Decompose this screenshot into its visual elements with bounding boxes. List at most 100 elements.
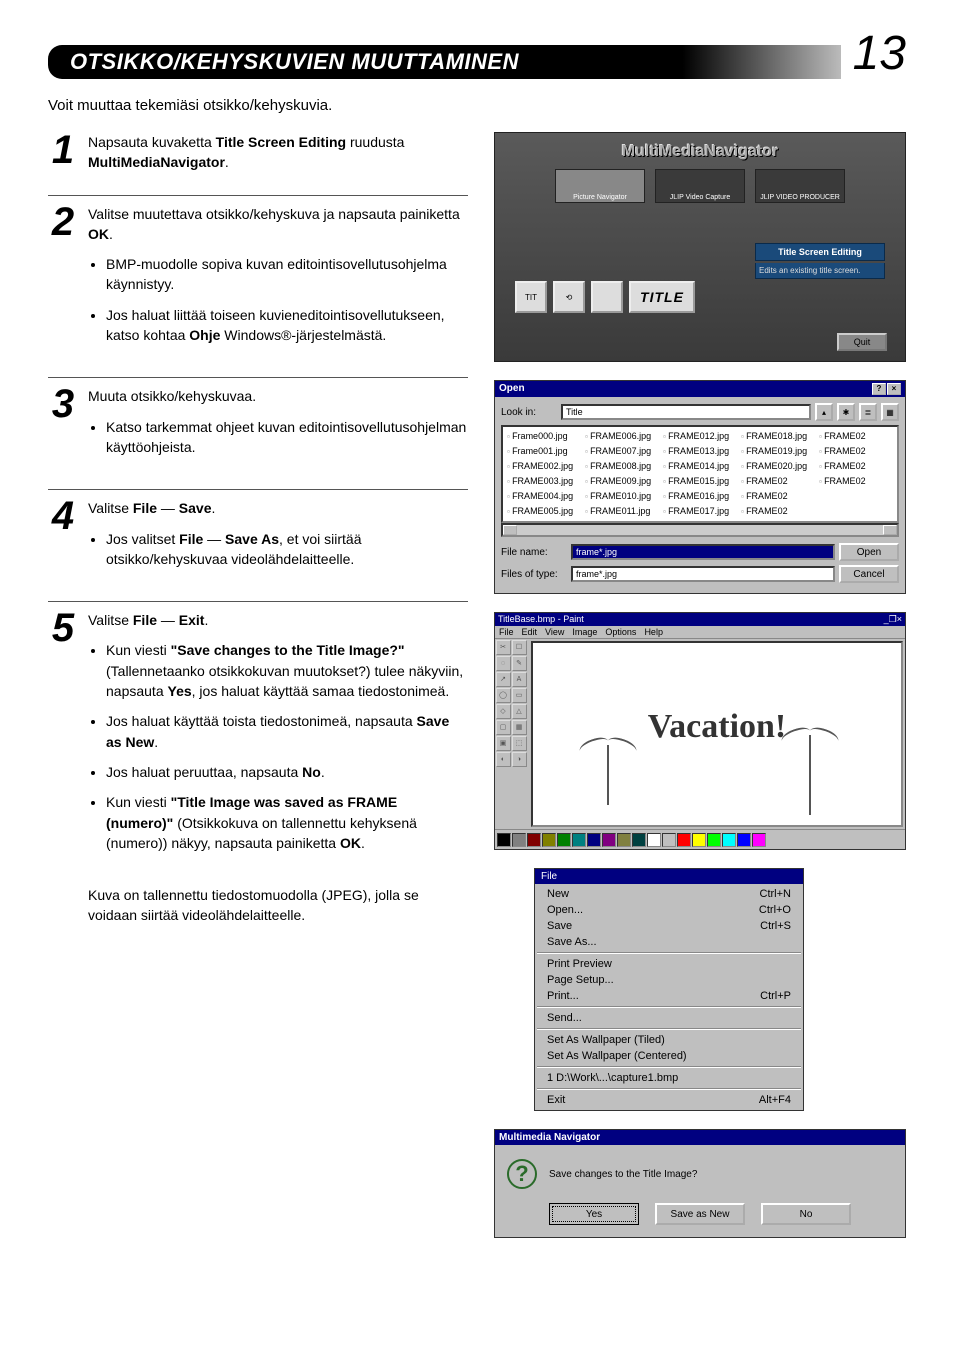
no-button[interactable]: No — [761, 1203, 851, 1225]
color-swatch[interactable] — [752, 833, 766, 847]
filetype-combo[interactable]: frame*.jpg — [571, 566, 835, 582]
close-icon[interactable]: × — [897, 614, 902, 624]
menu-item[interactable]: Set As Wallpaper (Centered) — [535, 1048, 803, 1064]
file-item[interactable]: FRAME02 — [817, 444, 894, 459]
file-item[interactable]: FRAME02 — [739, 474, 816, 489]
paint-toolbox[interactable]: ✂☐◌✎↗A◯▭◇△▢▦▣⬚◐◑ — [495, 639, 529, 829]
color-swatch[interactable] — [722, 833, 736, 847]
file-list[interactable]: Frame000.jpgFrame001.jpgFRAME002.jpgFRAM… — [501, 425, 899, 523]
color-swatch[interactable] — [647, 833, 661, 847]
file-item[interactable]: FRAME02 — [817, 459, 894, 474]
tile[interactable]: TIT — [515, 281, 547, 313]
file-item[interactable]: FRAME019.jpg — [739, 444, 816, 459]
cancel-button[interactable]: Cancel — [839, 565, 899, 583]
file-item[interactable]: FRAME004.jpg — [505, 489, 582, 504]
color-swatch[interactable] — [512, 833, 526, 847]
file-item[interactable]: FRAME003.jpg — [505, 474, 582, 489]
tool-icon[interactable]: ✎ — [512, 656, 527, 671]
menu-item[interactable]: SaveCtrl+S — [535, 918, 803, 934]
file-item[interactable]: Frame000.jpg — [505, 429, 582, 444]
file-item[interactable]: FRAME018.jpg — [739, 429, 816, 444]
list-icon[interactable]: ≣ — [859, 403, 877, 421]
tile[interactable] — [591, 281, 623, 313]
file-item[interactable]: Frame001.jpg — [505, 444, 582, 459]
file-item[interactable]: FRAME017.jpg — [661, 504, 738, 519]
save-as-new-button[interactable]: Save as New — [655, 1203, 745, 1225]
tool-icon[interactable]: ◌ — [496, 656, 511, 671]
tile[interactable]: TITLE — [629, 281, 695, 313]
menu-item[interactable]: View — [545, 627, 564, 637]
menu-item[interactable]: Help — [644, 627, 663, 637]
file-item[interactable]: FRAME008.jpg — [583, 459, 660, 474]
file-item[interactable]: FRAME02 — [739, 489, 816, 504]
color-swatch[interactable] — [542, 833, 556, 847]
up-icon[interactable]: ▴ — [815, 403, 833, 421]
newfolder-icon[interactable]: ✱ — [837, 403, 855, 421]
color-swatch[interactable] — [707, 833, 721, 847]
menu-item[interactable]: NewCtrl+N — [535, 886, 803, 902]
color-swatch[interactable] — [737, 833, 751, 847]
tool-icon[interactable]: ▦ — [512, 720, 527, 735]
menu-item[interactable]: Edit — [522, 627, 538, 637]
file-item[interactable]: FRAME007.jpg — [583, 444, 660, 459]
tool-icon[interactable]: ☐ — [512, 640, 527, 655]
menu-item[interactable]: Page Setup... — [535, 972, 803, 988]
color-swatch[interactable] — [557, 833, 571, 847]
file-item[interactable]: FRAME02 — [739, 504, 816, 519]
tool-icon[interactable]: ◯ — [496, 688, 511, 703]
color-swatch[interactable] — [572, 833, 586, 847]
menu-item[interactable]: Options — [605, 627, 636, 637]
color-swatch[interactable] — [617, 833, 631, 847]
menu-item[interactable]: Print...Ctrl+P — [535, 988, 803, 1004]
tool-icon[interactable]: A — [512, 672, 527, 687]
file-item[interactable]: FRAME013.jpg — [661, 444, 738, 459]
color-swatch[interactable] — [602, 833, 616, 847]
file-item[interactable]: FRAME016.jpg — [661, 489, 738, 504]
menu-item[interactable]: Image — [572, 627, 597, 637]
paint-canvas[interactable]: Vacation! — [531, 641, 903, 827]
file-item[interactable]: FRAME011.jpg — [583, 504, 660, 519]
max-icon[interactable]: ❐ — [889, 614, 897, 624]
hscroll[interactable] — [501, 523, 899, 537]
filename-input[interactable]: frame*.jpg — [571, 544, 835, 560]
file-item[interactable]: FRAME02 — [817, 429, 894, 444]
quit-button[interactable]: Quit — [837, 333, 887, 351]
file-item[interactable]: FRAME005.jpg — [505, 504, 582, 519]
tool-icon[interactable]: ▢ — [496, 720, 511, 735]
file-item[interactable]: FRAME002.jpg — [505, 459, 582, 474]
tool-icon[interactable]: ◐ — [496, 752, 511, 767]
tool-icon[interactable]: △ — [512, 704, 527, 719]
tool-icon[interactable]: ▭ — [512, 688, 527, 703]
menu-item[interactable]: Send... — [535, 1010, 803, 1026]
file-item[interactable]: FRAME02 — [817, 474, 894, 489]
title-screen-editing-button[interactable]: Title Screen Editing — [755, 243, 885, 261]
paint-menubar[interactable]: File Edit View Image Options Help — [495, 626, 905, 639]
file-item[interactable]: FRAME015.jpg — [661, 474, 738, 489]
color-swatch[interactable] — [692, 833, 706, 847]
color-swatch[interactable] — [662, 833, 676, 847]
color-swatch[interactable] — [587, 833, 601, 847]
file-item[interactable]: FRAME012.jpg — [661, 429, 738, 444]
color-swatch[interactable] — [632, 833, 646, 847]
tool-icon[interactable]: ◇ — [496, 704, 511, 719]
menu-item[interactable]: ExitAlt+F4 — [535, 1092, 803, 1108]
yes-button[interactable]: Yes — [549, 1203, 639, 1225]
mmnav-card[interactable]: JLIP VIDEO PRODUCER — [755, 169, 845, 203]
tool-icon[interactable]: ↗ — [496, 672, 511, 687]
lookin-combo[interactable]: Title — [561, 404, 811, 420]
menu-item[interactable]: Set As Wallpaper (Tiled) — [535, 1032, 803, 1048]
file-item[interactable]: FRAME006.jpg — [583, 429, 660, 444]
file-item[interactable]: FRAME014.jpg — [661, 459, 738, 474]
file-item[interactable]: FRAME010.jpg — [583, 489, 660, 504]
menu-item[interactable]: 1 D:\Work\...\capture1.bmp — [535, 1070, 803, 1086]
paint-palette[interactable] — [495, 829, 905, 849]
file-item[interactable]: FRAME009.jpg — [583, 474, 660, 489]
tool-icon[interactable]: ▣ — [496, 736, 511, 751]
tile[interactable]: ⟲ — [553, 281, 585, 313]
file-item[interactable]: FRAME020.jpg — [739, 459, 816, 474]
menu-item[interactable]: File — [499, 627, 514, 637]
tool-icon[interactable]: ◑ — [512, 752, 527, 767]
menu-item[interactable]: Open...Ctrl+O — [535, 902, 803, 918]
menu-item[interactable]: Save As... — [535, 934, 803, 950]
color-swatch[interactable] — [527, 833, 541, 847]
